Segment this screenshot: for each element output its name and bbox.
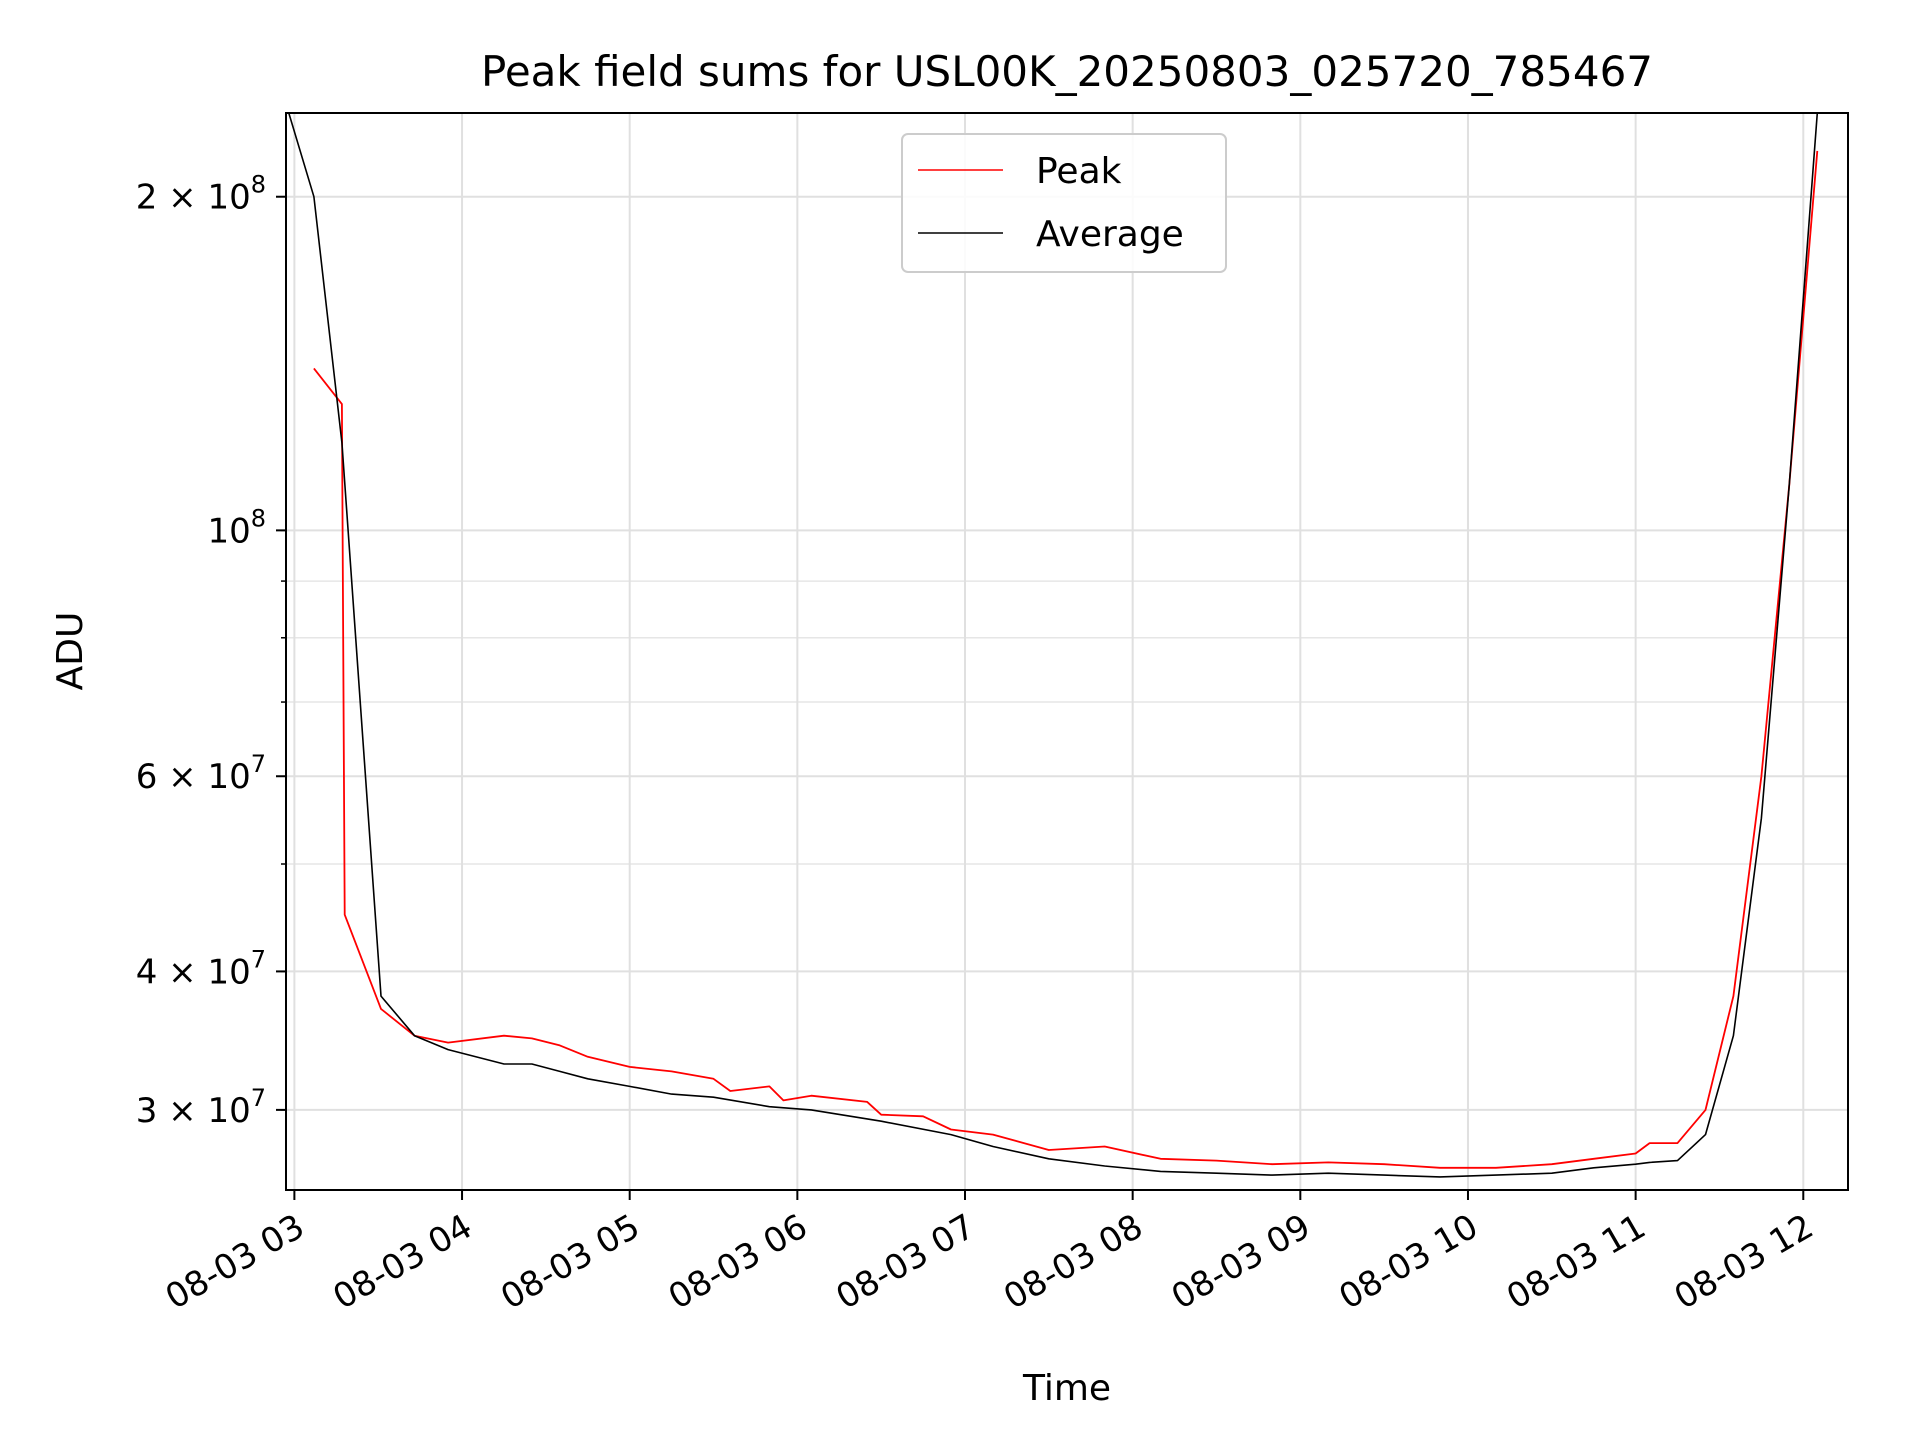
y-axis-label: ADU [50,612,91,691]
legend-average-label: Average [1036,214,1184,255]
series-line-peak [313,150,1819,1169]
legend-box [901,133,1227,273]
legend: Peak Average [901,133,1227,273]
y-tick-label: 6 × 107 [136,750,266,797]
plot-frame [285,112,1849,1191]
legend-peak-label: Peak [1036,151,1122,192]
y-tick-label: 2 × 108 [136,171,266,218]
chart-title: Peak field sums for USL00K_20250803_0257… [481,47,1653,96]
y-tick-label: 108 [207,504,266,551]
y-tick-label: 4 × 107 [136,945,266,992]
x-axis-label: Time [1022,1368,1111,1409]
grid-layer [286,113,1848,1190]
series-layer [288,113,1819,1178]
y-tick-label: 3 × 107 [136,1084,266,1131]
series-line-average [288,113,1819,1178]
